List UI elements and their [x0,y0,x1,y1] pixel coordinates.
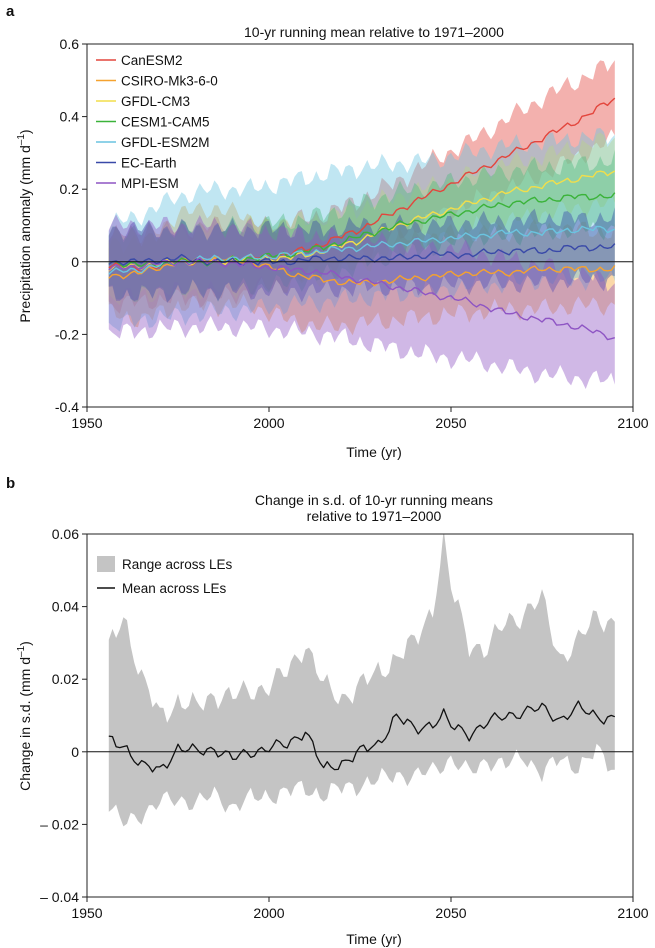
y-tick-label: 0.04 [52,599,79,615]
y-tick-label: -0.2 [55,326,79,342]
legend-label: GFDL-CM3 [121,94,190,109]
x-tick-label: 2050 [435,415,466,431]
legend-label: Mean across LEs [122,581,227,596]
panel-a-mean-lines [108,97,616,341]
legend-label: Range across LEs [122,557,233,572]
legend-label: CSIRO-Mk3-6-0 [121,74,218,89]
y-tick-label: 0 [71,744,79,760]
legend-label: CESM1-CAM5 [121,115,210,130]
panel-letter-a: a [6,3,15,20]
x-tick-label: 2000 [253,415,284,431]
band-canesm2 [108,60,615,314]
x-tick-label: 2050 [435,905,466,921]
mean-line-mpi-esm [108,257,615,341]
x-tick-label: 2100 [617,415,648,431]
legend-label: GFDL-ESM2M [121,135,210,150]
y-tick-label: 0 [71,254,79,270]
panel-b-legend: Range across LEs Mean across LEs [97,556,233,596]
panel-b-plot-frame [86,533,634,898]
legend-label: CanESM2 [121,53,183,68]
y-tick-label: – 0.02 [40,816,79,832]
y-tick-label: 0.02 [52,671,79,687]
mean-across-les-line [108,700,616,773]
y-tick-label: – 0.04 [40,889,79,905]
y-tick-label: 0.06 [52,526,79,542]
panel-b-y-axis-label: Change in s.d. (mm d–1) [16,641,33,791]
panel-b-ticks: 1950 2000 2050 2100 – 0.04 – 0.02 0 0.02 0.04 0.0… [40,526,649,921]
panel-a-y-axis-label: Precipitation anomaly (mm d–1) [16,129,33,322]
panel-a-title: 10-yr running mean relative to 1971–2000 [244,24,504,40]
panel-a-x-axis-label: Time (yr) [346,444,401,460]
x-tick-label: 2100 [617,905,648,921]
band-csiro-mk3-6-0 [108,201,615,336]
y-tick-label: 0.6 [60,36,80,52]
y-tick-label: 0.2 [60,181,80,197]
y-tick-label: 0.4 [60,109,80,125]
band-ec-earth [108,207,615,303]
band-cesm1-cam5 [108,149,615,303]
y-tick-label: -0.4 [55,399,79,415]
panel-a: a 10-yr running mean relative to 1971–20… [6,3,649,460]
panel-b-range-band [108,534,615,827]
panel-b-title-line2: relative to 1971–2000 [307,508,442,524]
x-tick-label: 1950 [71,905,102,921]
mean-line-gfdl-cm3 [108,170,616,272]
panel-a-ticks: 1950 2000 2050 2100 -0.4 -0.2 0 0.2 0.4 0.6 [55,36,649,431]
legend-label: MPI-ESM [121,176,179,191]
legend-label: EC-Earth [121,156,177,171]
x-tick-label: 1950 [71,415,102,431]
panel-a-plot-frame [86,43,634,408]
panel-b: b Change in s.d. of 10-yr running means … [6,475,649,947]
range-band [108,534,615,827]
panel-b-x-axis-label: Time (yr) [346,931,401,947]
panel-letter-b: b [6,475,15,492]
panel-a-bands [108,60,615,389]
panel-a-legend: CanESM2 CSIRO-Mk3-6-0 GFDL-CM3 CESM1-CAM5 GF… [96,53,218,191]
legend-swatch-range [97,556,115,572]
x-tick-label: 2000 [253,905,284,921]
panel-b-mean-line [108,700,616,773]
panel-b-title-line1: Change in s.d. of 10-yr running means [255,492,493,508]
